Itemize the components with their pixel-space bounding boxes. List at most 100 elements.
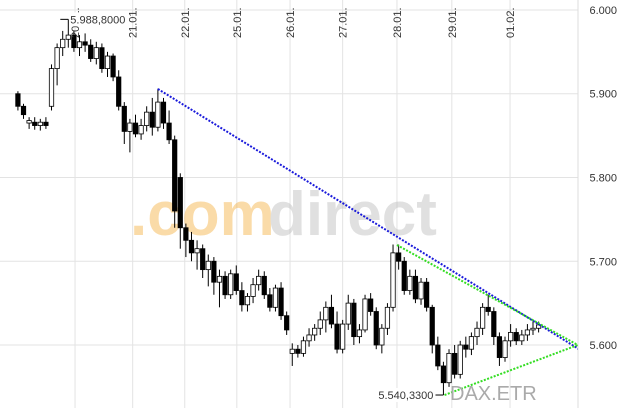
candle-body [412,275,419,300]
candle-body [15,93,21,107]
symbol: DAX.ETR [450,383,537,405]
candle-body [104,55,111,70]
candle-body [250,284,256,297]
candle-body [267,294,273,308]
plot [15,19,578,396]
candle-body [519,334,525,342]
candle-body [452,352,458,375]
candle-body [362,298,368,331]
candle-body [295,348,301,354]
candle-body [272,287,279,308]
candle-body [127,122,133,132]
labels: 5.6005.7005.8005.9006.00020.01.21.01.22.… [60,5,617,403]
candle-body [463,344,469,350]
candle-body [188,239,195,254]
candle-body [144,111,150,126]
y-tick-label: 5.700 [589,256,617,268]
trendline [444,344,578,396]
watermark: .com direct [130,180,437,249]
candle-body [93,47,99,59]
y-tick-label: 6.000 [589,5,617,17]
candle-body [76,41,83,49]
candle-body [216,275,223,283]
candle-body [239,290,245,306]
candle-body [205,260,211,271]
trendline [396,244,578,346]
candle-body [222,275,228,296]
candle-body [446,352,452,384]
candle-body [284,315,290,331]
candle-body [71,34,77,49]
x-tick-label: 01.02. [505,7,517,38]
candle-body [508,332,514,342]
candle-body [345,302,351,325]
y-tick-label: 5.800 [589,172,617,184]
candle-body [536,324,542,329]
candle-body [429,306,435,346]
x-tick-label: 29.01. [447,7,459,38]
candle-body [132,122,139,135]
candle-body [149,111,155,128]
candle-body [26,120,32,124]
candle-body [211,260,217,283]
candle-body [110,55,116,78]
x-tick-label: 25.01. [232,7,244,38]
candle-body [334,323,340,350]
candle-body [261,275,267,296]
candle-body [474,327,480,338]
candle-body [183,227,189,241]
candle-body [424,281,430,308]
candle-body [155,101,161,128]
candle-body [312,327,318,336]
candle-body [401,260,407,291]
candle-body [160,101,167,124]
candle-body [390,252,396,308]
candle-body [82,41,88,46]
x-tick-label: 26.01. [285,7,297,38]
candle-body [524,329,531,336]
candle-body [166,122,172,141]
candle-body [317,319,323,329]
candle-body [513,332,519,342]
candle-body [407,275,413,291]
candle-body [172,139,178,212]
candle-body [435,344,441,367]
candle-body [256,275,262,286]
annotation-label: 5.988,8000 [70,14,125,26]
candle-body [54,47,60,70]
candle-body [37,121,43,126]
candle-body [48,68,55,107]
candle-body [60,38,66,49]
candle-body [496,336,503,358]
candle-body [480,306,486,329]
y-tick-label: 5.900 [589,89,617,101]
candle-body [491,311,497,338]
annotation-box [69,12,128,27]
candle-body [121,105,127,132]
candle-body [440,365,447,384]
watermark-com: .com [130,180,275,249]
x-tick-label: 28.01. [392,7,404,38]
candle-body [323,306,329,321]
candle-body [278,287,284,317]
x-tick-label: 21.01. [128,7,140,38]
candle-body [530,327,536,331]
candle-body [328,306,335,325]
candle-body [502,340,508,358]
candle-body [43,121,49,126]
watermark-direct: direct [268,180,437,249]
annotation-label: 5.540,3300 [378,390,433,402]
candle-body [300,340,307,354]
y-tick-label: 5.600 [589,340,617,352]
candle-body [194,248,200,254]
candle-body [373,311,379,346]
candle-body [485,306,491,312]
x-tick-label: 22.01. [180,7,192,38]
candle-body [65,34,71,40]
candle-body [356,329,363,338]
annotation-box [375,388,436,403]
candle-body [177,177,183,229]
candle-body [32,121,38,126]
candle-body [306,334,312,342]
